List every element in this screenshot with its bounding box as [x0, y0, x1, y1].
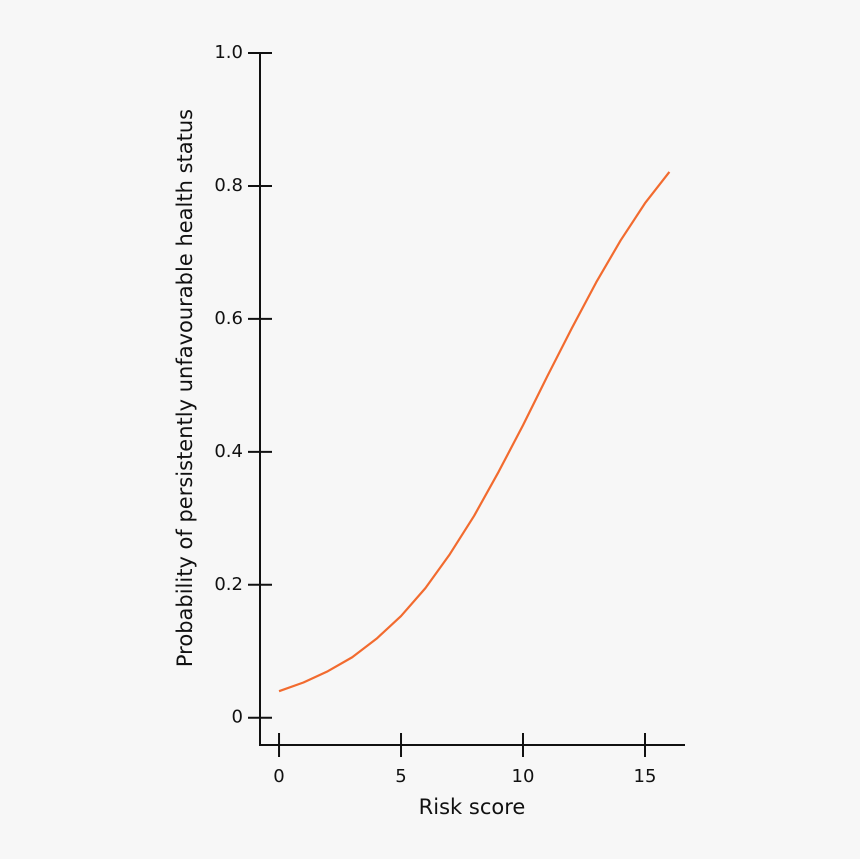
line — [278, 171, 671, 693]
x-axis-label: Risk score — [419, 795, 526, 819]
y-axis-label: Probability of persistently unfavourable… — [173, 109, 197, 667]
x-tick-label: 5 — [395, 766, 406, 787]
y-tick-label: 0.2 — [214, 574, 243, 595]
x-tick-label: 10 — [512, 766, 535, 787]
x-tick-label: 15 — [634, 766, 657, 787]
y-tick-label: 1.0 — [214, 42, 243, 63]
y-tick-label: 0.6 — [214, 308, 243, 329]
y-tick-label: 0.4 — [214, 441, 243, 462]
y-tick-label: 0 — [232, 707, 243, 728]
x-tick-label: 0 — [273, 766, 284, 787]
y-tick-label: 0.8 — [214, 175, 243, 196]
